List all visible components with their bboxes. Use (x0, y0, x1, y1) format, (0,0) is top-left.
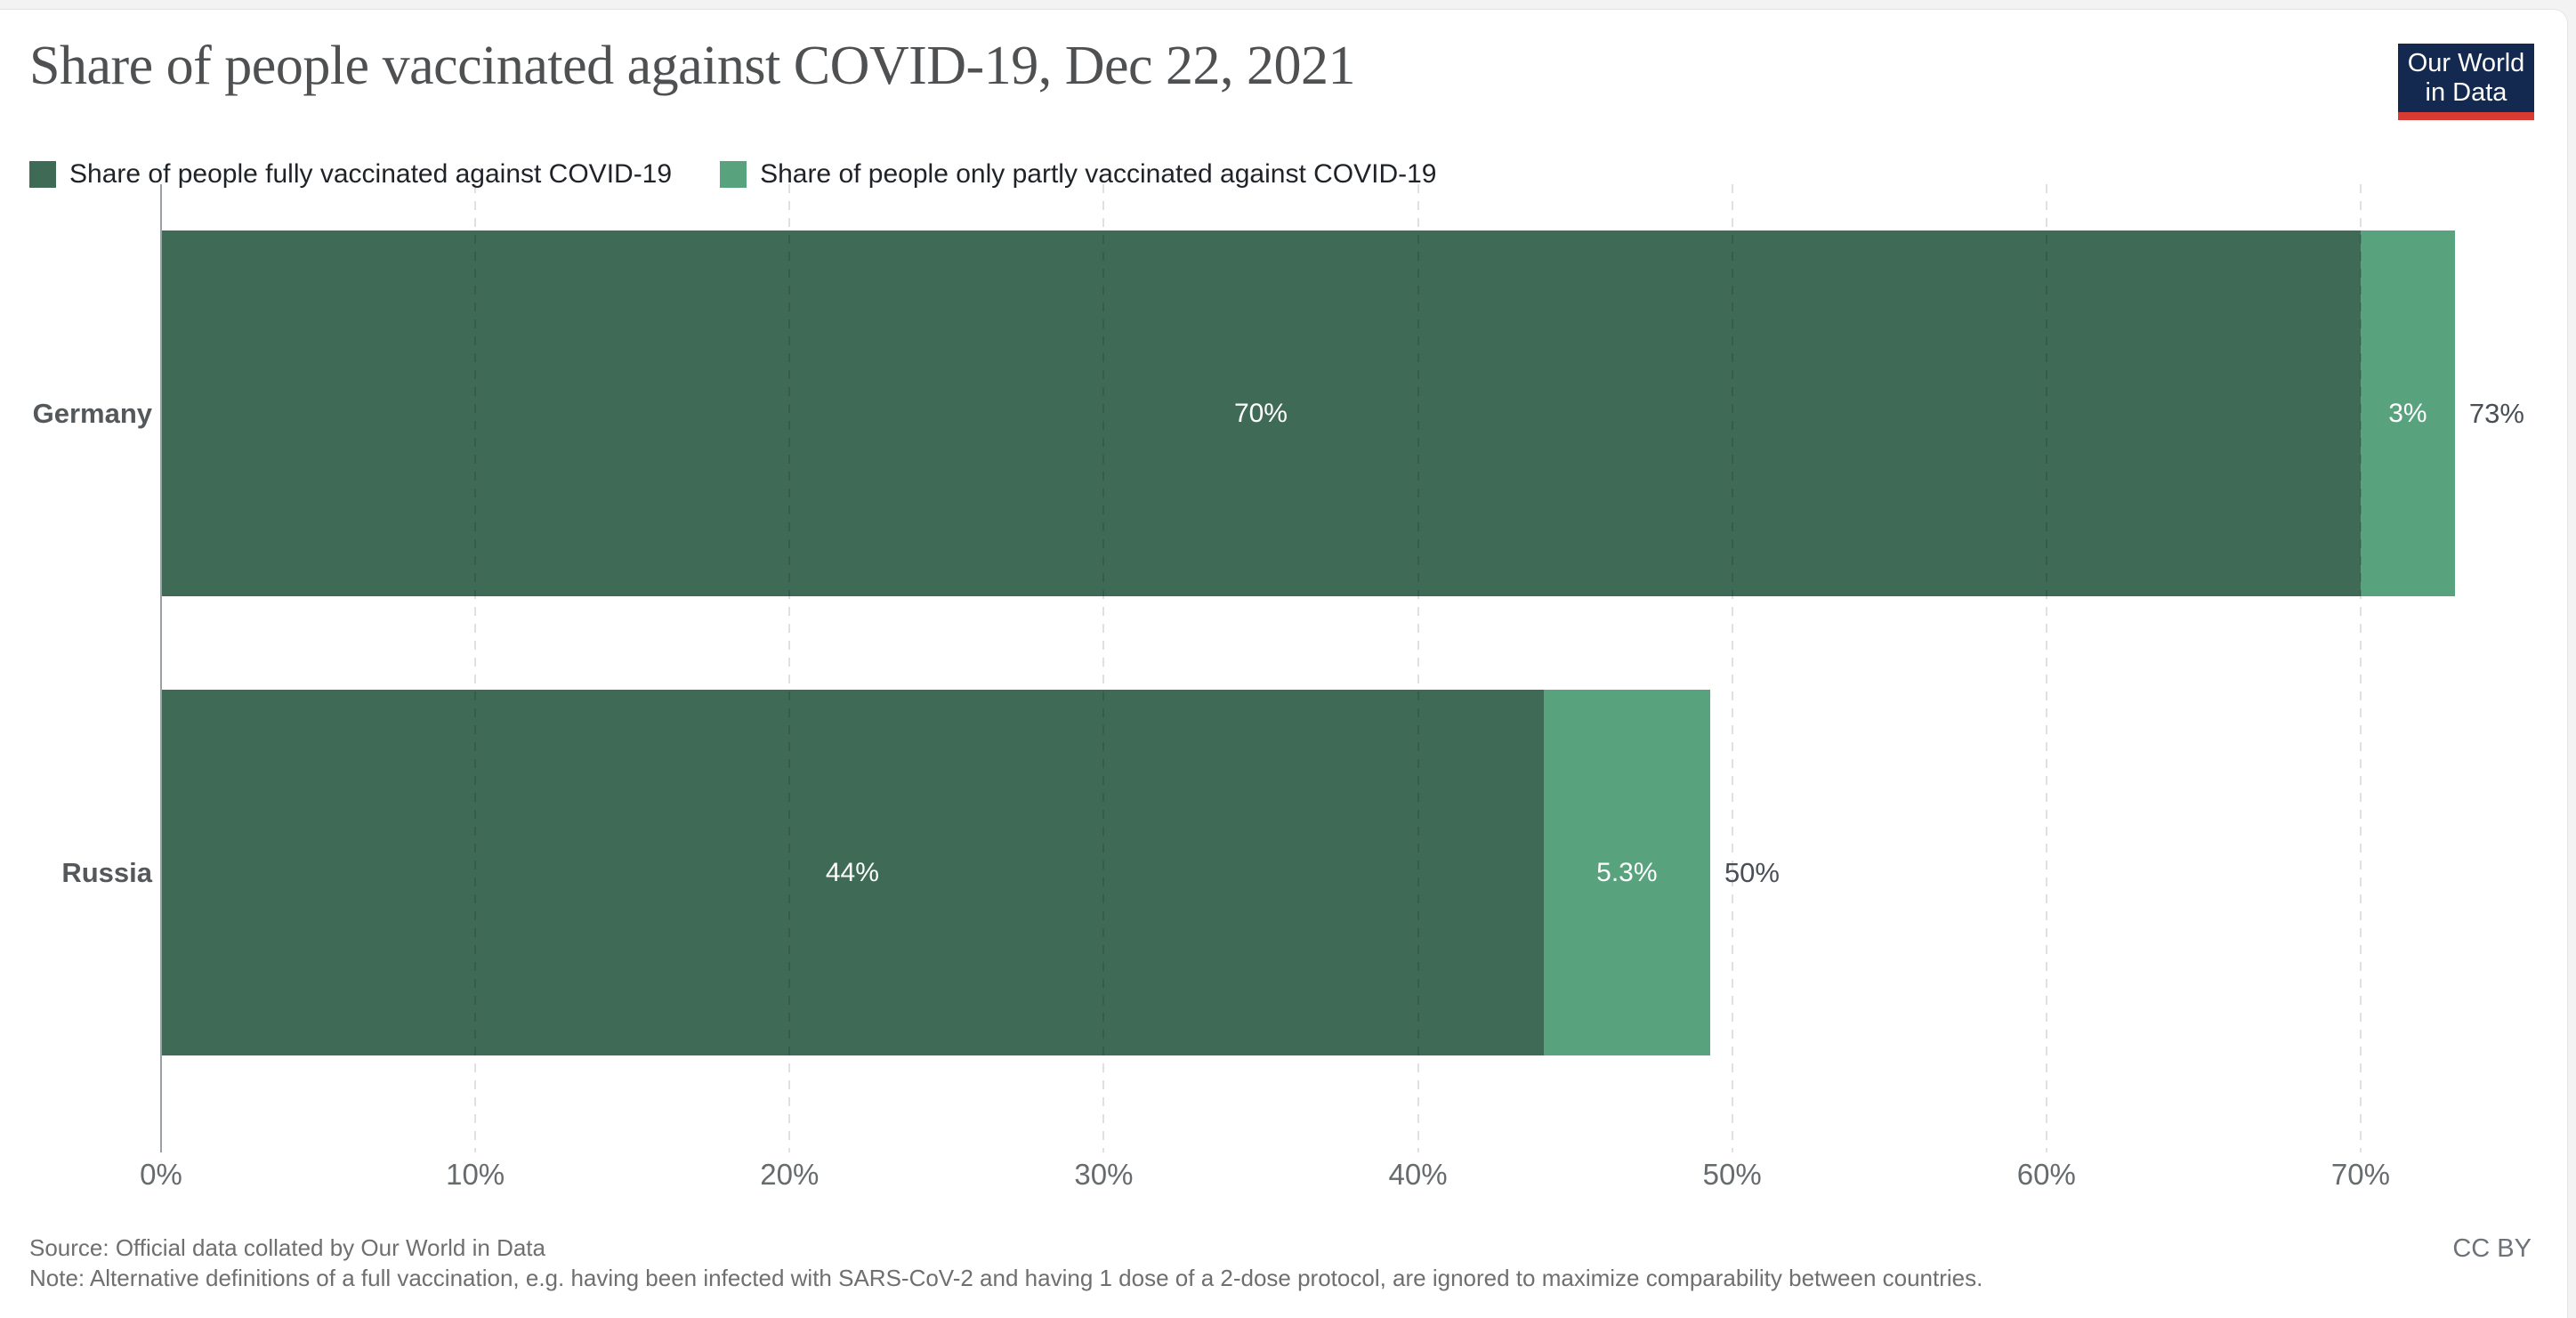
row-label: Germany (32, 398, 152, 429)
legend-item-label: Share of people only partly vaccinated a… (760, 159, 1437, 189)
gridline (788, 184, 791, 1152)
legend-item-fully[interactable]: Share of people fully vaccinated against… (29, 159, 672, 190)
chart-card: Share of people vaccinated against COVID… (0, 9, 2568, 1318)
note-text: Note: Alternative definitions of a full … (29, 1265, 1983, 1291)
axis-line (160, 184, 162, 1152)
stacked-bar: 70% 3% (161, 230, 2455, 596)
owid-logo-text-line2: in Data (2425, 77, 2507, 107)
source-text: Source: Official data collated by Our Wo… (29, 1234, 545, 1261)
bar-value-label: 5.3% (1596, 857, 1658, 887)
chart-legend: Share of people fully vaccinated against… (29, 159, 1437, 190)
gridline (1102, 184, 1105, 1152)
bar-chart-plot: Germany 70% 3% 73% Russia 44% 5.3% 50% (33, 184, 2568, 1152)
x-tick-label: 30% (1074, 1158, 1134, 1191)
x-tick-label: 40% (1388, 1158, 1448, 1191)
bar-total-label: 50% (1724, 857, 1780, 888)
bar-row-russia: Russia 44% 5.3% 50% (61, 643, 2568, 1103)
bar-segment-partly[interactable]: 5.3% (1543, 690, 1710, 1055)
x-tick-label: 60% (2016, 1158, 2076, 1191)
bar-value-label: 3% (2388, 398, 2427, 428)
chart-footer: Source: Official data collated by Our Wo… (29, 1233, 2389, 1293)
bar-value-label: 44% (825, 857, 879, 887)
x-tick-label: 0% (140, 1158, 182, 1191)
gridline (1731, 184, 1733, 1152)
license-link[interactable]: CC BY (2452, 1234, 2532, 1263)
gridline (2045, 184, 2047, 1152)
owid-logo-text-line1: Our World (2407, 48, 2525, 77)
bar-value-label: 70% (1233, 398, 1288, 428)
x-tick-label: 70% (2330, 1158, 2390, 1191)
legend-swatch-icon (720, 161, 747, 188)
bar-row-germany: Germany 70% 3% 73% (33, 184, 2568, 643)
bar-segment-partly[interactable]: 3% (2360, 230, 2455, 596)
legend-item-label: Share of people fully vaccinated against… (69, 159, 673, 189)
gridline (2359, 184, 2362, 1152)
bar-segment-fully[interactable]: 44% (161, 690, 1544, 1055)
row-label: Russia (61, 857, 152, 888)
bar-total-label: 73% (2468, 398, 2524, 429)
legend-item-partly[interactable]: Share of people only partly vaccinated a… (720, 159, 1437, 190)
page-title: Share of people vaccinated against COVID… (29, 36, 1356, 96)
gridline (1417, 184, 1419, 1152)
x-tick-label: 10% (446, 1158, 505, 1191)
x-tick-label: 20% (760, 1158, 820, 1191)
x-tick-label: 50% (1702, 1158, 1762, 1191)
x-axis: 0% 10% 20% 30% 40% 50% 60% 70% (140, 1158, 2568, 1197)
stacked-bar: 44% 5.3% (161, 690, 1710, 1055)
owid-logo[interactable]: Our World in Data (2398, 44, 2534, 120)
bar-segment-fully[interactable]: 70% (161, 230, 2361, 596)
gridline (474, 184, 477, 1152)
legend-swatch-icon (29, 161, 56, 188)
owid-logo-accent-bar (2398, 112, 2534, 120)
